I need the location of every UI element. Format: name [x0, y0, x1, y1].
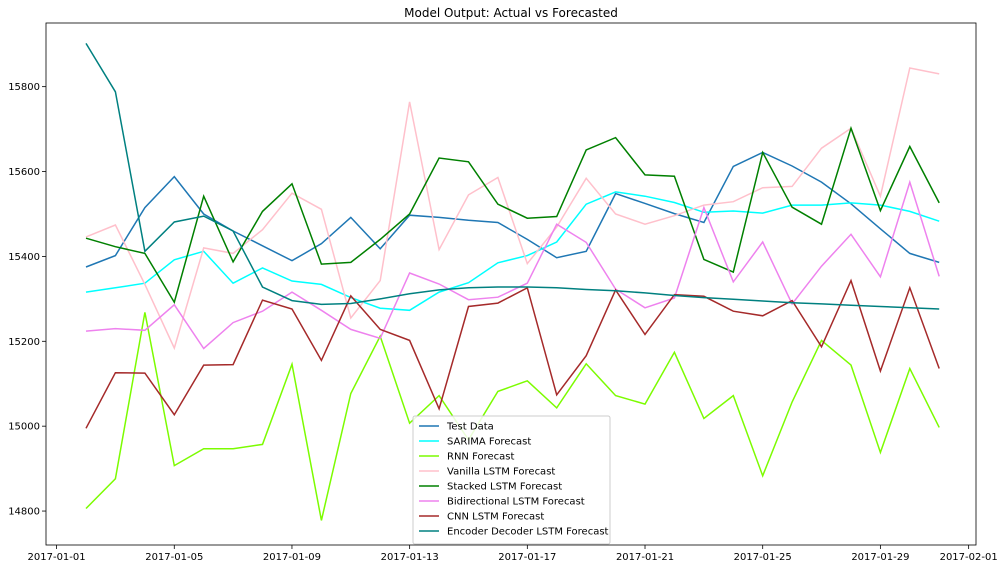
legend-label-vanilla-lstm-forecast: Vanilla LSTM Forecast: [447, 467, 555, 478]
y-tick-label: 15400: [8, 252, 40, 263]
y-tick-label: 15000: [8, 422, 40, 433]
y-tick-label: 14800: [8, 507, 40, 518]
legend-box: [412, 415, 611, 545]
series-line-rnn-forecast: [85, 312, 940, 521]
series-line-encoder-decoder-lstm-forecast: [85, 43, 940, 310]
x-tick-label: 2017-01-01: [28, 552, 86, 563]
legend-label-rnn-forecast: RNN Forecast: [447, 452, 514, 463]
legend-label-cnn-lstm-forecast: CNN LSTM Forecast: [447, 512, 544, 523]
axes-layer: 2017-01-01 2017-01-05 2017-01-09 2017-01-13…: [8, 82, 998, 563]
x-tick-label: 2017-01-17: [498, 552, 556, 563]
x-tick-label: 2017-01-29: [851, 552, 909, 563]
x-tick-label: 2017-01-09: [263, 552, 321, 563]
series-line-cnn-lstm-forecast: [85, 278, 940, 429]
x-tick-label: 2017-01-21: [616, 552, 674, 563]
y-tick-label: 15600: [8, 167, 40, 178]
x-tick-label: 2017-02-01: [940, 552, 998, 563]
x-tick-label: 2017-01-13: [381, 552, 439, 563]
legend-label-encoder-decoder-lstm-forecast: Encoder Decoder LSTM Forecast: [447, 527, 609, 538]
series-line-stacked-lstm-forecast: [85, 125, 940, 305]
x-tick-label: 2017-01-25: [734, 552, 792, 563]
series-line-sarima-forecast: [85, 191, 940, 312]
legend-label-sarima-forecast: SARIMA Forecast: [447, 437, 531, 448]
legend-label-stacked-lstm-forecast: Stacked LSTM Forecast: [447, 482, 562, 493]
x-tick-label: 2017-01-05: [145, 552, 203, 563]
series-layer: [85, 43, 940, 521]
chart-title: Model Output: Actual vs Forecasted: [404, 6, 618, 20]
legend: Test Data SARIMA Forecast RNN Forecast Vani…: [412, 415, 611, 545]
series-line-vanilla-lstm-forecast: [85, 67, 940, 351]
legend-label-test-data: Test Data: [446, 422, 494, 433]
y-tick-label: 15800: [8, 82, 40, 93]
y-tick-label: 15200: [8, 337, 40, 348]
legend-label-bidirectional-lstm-forecast: Bidirectional LSTM Forecast: [447, 497, 585, 508]
plot-area: [45, 22, 977, 546]
series-line-bidirectional-lstm-forecast: [85, 179, 940, 350]
